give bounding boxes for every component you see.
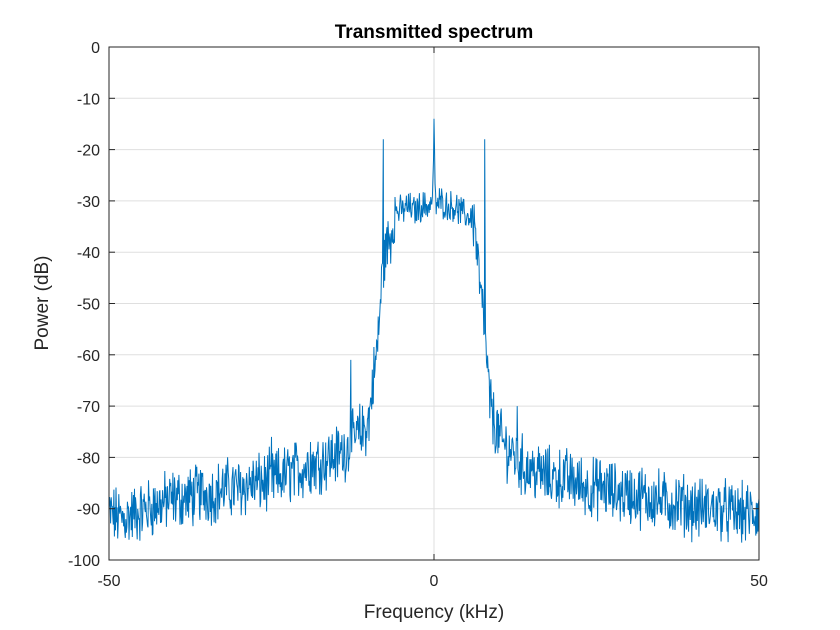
y-tick-label: -50 [77,297,100,314]
y-tick-label: -30 [77,194,100,211]
y-tick-label: -80 [77,450,100,467]
y-tick-label: -100 [68,553,100,570]
y-tick-label: -40 [77,245,100,262]
y-tick-label: -60 [77,348,100,365]
ticks: 0 -10 -20 -30 -40 -50 -60 -70 -80 -90 -100 -50 0 50 [68,40,768,590]
x-axis-label: Frequency (kHz) [364,602,504,623]
x-tick-label: -50 [97,573,120,590]
series-line [109,118,759,543]
plot-area [109,118,759,543]
x-tick-label: 50 [750,573,768,590]
chart-title: Transmitted spectrum [335,22,534,43]
y-axis-label: Power (dB) [32,255,53,350]
x-tick-label: 0 [430,573,439,590]
y-tick-label: -10 [77,91,100,108]
y-tick-label: -70 [77,399,100,416]
y-tick-label: -90 [77,502,100,519]
y-tick-label: -20 [77,143,100,160]
y-tick-label: 0 [91,40,100,57]
